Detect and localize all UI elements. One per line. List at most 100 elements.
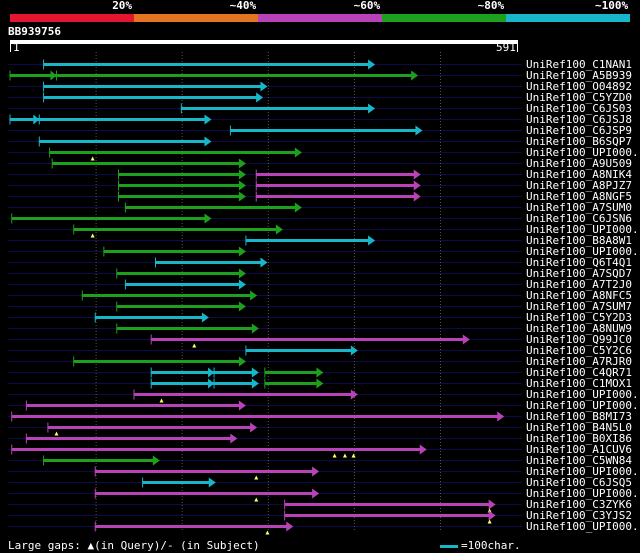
- hit-end-arrow: [204, 114, 212, 125]
- hit-link[interactable]: UniRef100_UPI000..: [526, 146, 640, 159]
- hit-end-arrow: [462, 334, 470, 345]
- query-gap-marker: [351, 453, 356, 458]
- hit-link[interactable]: UniRef100_A8NIK4: [526, 168, 632, 181]
- hit-end-arrow: [238, 279, 246, 290]
- hit-end-arrow: [312, 466, 320, 477]
- hit-link[interactable]: UniRef100_UPI000..: [526, 520, 640, 533]
- hit-link[interactable]: UniRef100_C3ZYK6: [526, 498, 632, 511]
- hit-end-arrow: [286, 521, 294, 532]
- scale-label: ~100%: [595, 0, 629, 12]
- hit-link[interactable]: UniRef100_A7SUM7: [526, 300, 632, 313]
- query-start-tick: [10, 44, 11, 52]
- hit-link[interactable]: UniRef100_C3YJS2: [526, 509, 632, 522]
- hit-link[interactable]: UniRef100_C6JSP9: [526, 124, 632, 137]
- hit-link[interactable]: UniRef100_A1CUV6: [526, 443, 632, 456]
- hit-link[interactable]: UniRef100_C6JSQ5: [526, 476, 632, 489]
- hit-link[interactable]: UniRef100_C5Y2C6: [526, 344, 632, 357]
- hit-end-arrow: [413, 180, 421, 191]
- hit-end-arrow: [316, 378, 324, 389]
- scale-label: ~60%: [353, 0, 381, 12]
- hit-link[interactable]: UniRef100_UPI000..: [526, 399, 640, 412]
- hit-link[interactable]: UniRef100_UPI000..: [526, 487, 640, 500]
- query-start-label: 1: [13, 41, 20, 54]
- hit-end-arrow: [238, 268, 246, 279]
- hit-link[interactable]: UniRef100_A8PJZ7: [526, 179, 632, 192]
- hit-link[interactable]: UniRef100_C6JSJ8: [526, 113, 632, 126]
- hit-link[interactable]: UniRef100_A7T2J0: [526, 278, 632, 291]
- hit-end-arrow: [488, 510, 496, 521]
- footer-gap-legend: Large gaps: ▲(in Query)/- (in Subject): [8, 539, 260, 552]
- query-end-tick: [517, 44, 518, 52]
- query-gap-marker: [54, 431, 59, 436]
- hit-end-arrow: [238, 356, 246, 367]
- hit-link[interactable]: UniRef100_A8NFC5: [526, 289, 632, 302]
- hit-link[interactable]: UniRef100_UPI000..: [526, 465, 640, 478]
- query-id-label: BB939756: [8, 25, 61, 38]
- hit-link[interactable]: UniRef100_UPI000..: [526, 245, 640, 258]
- hit-end-arrow: [413, 169, 421, 180]
- hit-link[interactable]: UniRef100_C1NAN1: [526, 58, 632, 71]
- hit-end-arrow: [419, 444, 427, 455]
- hit-link[interactable]: UniRef100_C6JS03: [526, 102, 632, 115]
- query-gap-marker: [254, 497, 259, 502]
- hit-link[interactable]: UniRef100_UPI000..: [526, 223, 640, 236]
- hit-link[interactable]: UniRef100_B8MI73: [526, 410, 632, 423]
- hit-segment-arrow: [208, 367, 215, 378]
- hit-end-arrow: [260, 81, 268, 92]
- scale-label: ~80%: [477, 0, 505, 12]
- hit-link[interactable]: UniRef100_B6SQP7: [526, 135, 632, 148]
- hit-end-arrow: [230, 433, 238, 444]
- scale-label: 20%: [112, 0, 133, 12]
- hit-link[interactable]: UniRef100_O04892: [526, 80, 632, 93]
- hit-end-arrow: [238, 169, 246, 180]
- hit-end-arrow: [201, 312, 209, 323]
- hit-link[interactable]: UniRef100_B4N5L0: [526, 421, 632, 434]
- query-gap-marker: [90, 233, 95, 238]
- hit-link[interactable]: UniRef100_A9U509: [526, 157, 632, 170]
- hit-link[interactable]: UniRef100_A7RJR0: [526, 355, 632, 368]
- hit-link[interactable]: UniRef100_Q99JC0: [526, 333, 632, 346]
- query-end-label: 591: [496, 41, 516, 54]
- hit-end-arrow: [350, 389, 358, 400]
- hit-end-arrow: [497, 411, 505, 422]
- query-sequence-bar: [10, 40, 518, 44]
- hit-link[interactable]: UniRef100_C4QR71: [526, 366, 632, 379]
- query-gap-marker: [332, 453, 337, 458]
- hit-link[interactable]: UniRef100_C5WN84: [526, 454, 632, 467]
- hit-link[interactable]: UniRef100_C5YZD0: [526, 91, 632, 104]
- scale-label: ~40%: [229, 0, 257, 12]
- query-gap-marker: [192, 343, 197, 348]
- hit-link[interactable]: UniRef100_C6JSN6: [526, 212, 632, 225]
- hit-end-arrow: [238, 400, 246, 411]
- hit-link[interactable]: UniRef100_A8NGF5: [526, 190, 632, 203]
- hit-link[interactable]: UniRef100_A8NUW9: [526, 322, 632, 335]
- scale-legend-line: [440, 545, 458, 548]
- hit-end-arrow: [251, 367, 259, 378]
- hit-link[interactable]: UniRef100_B0XI86: [526, 432, 632, 445]
- hit-link[interactable]: UniRef100_C5Y2D3: [526, 311, 632, 324]
- hit-link[interactable]: UniRef100_A7SQD7: [526, 267, 632, 280]
- query-gap-marker: [342, 453, 347, 458]
- query-gap-marker: [265, 530, 270, 535]
- hit-link[interactable]: UniRef100_C1MOX1: [526, 377, 632, 390]
- hit-end-arrow: [368, 59, 376, 70]
- hit-end-arrow: [316, 367, 324, 378]
- hit-end-arrow: [294, 147, 302, 158]
- hit-end-arrow: [415, 125, 423, 136]
- query-gap-marker: [487, 508, 492, 513]
- hit-end-arrow: [238, 191, 246, 202]
- hit-link[interactable]: UniRef100_A5B939: [526, 69, 632, 82]
- hit-link[interactable]: UniRef100_UPI000..: [526, 388, 640, 401]
- hit-end-arrow: [488, 499, 496, 510]
- hit-end-arrow: [250, 422, 258, 433]
- hit-link[interactable]: UniRef100_A7SUM0: [526, 201, 632, 214]
- hit-end-arrow: [413, 191, 421, 202]
- scale-legend-text: =100char.: [461, 539, 521, 552]
- hit-end-arrow: [294, 202, 302, 213]
- hit-link[interactable]: UniRef100_Q6T4Q1: [526, 256, 632, 269]
- hit-link[interactable]: UniRef100_B8A8W1: [526, 234, 632, 247]
- hit-end-arrow: [260, 257, 268, 268]
- hit-end-arrow: [238, 180, 246, 191]
- scale-segment: [10, 14, 134, 22]
